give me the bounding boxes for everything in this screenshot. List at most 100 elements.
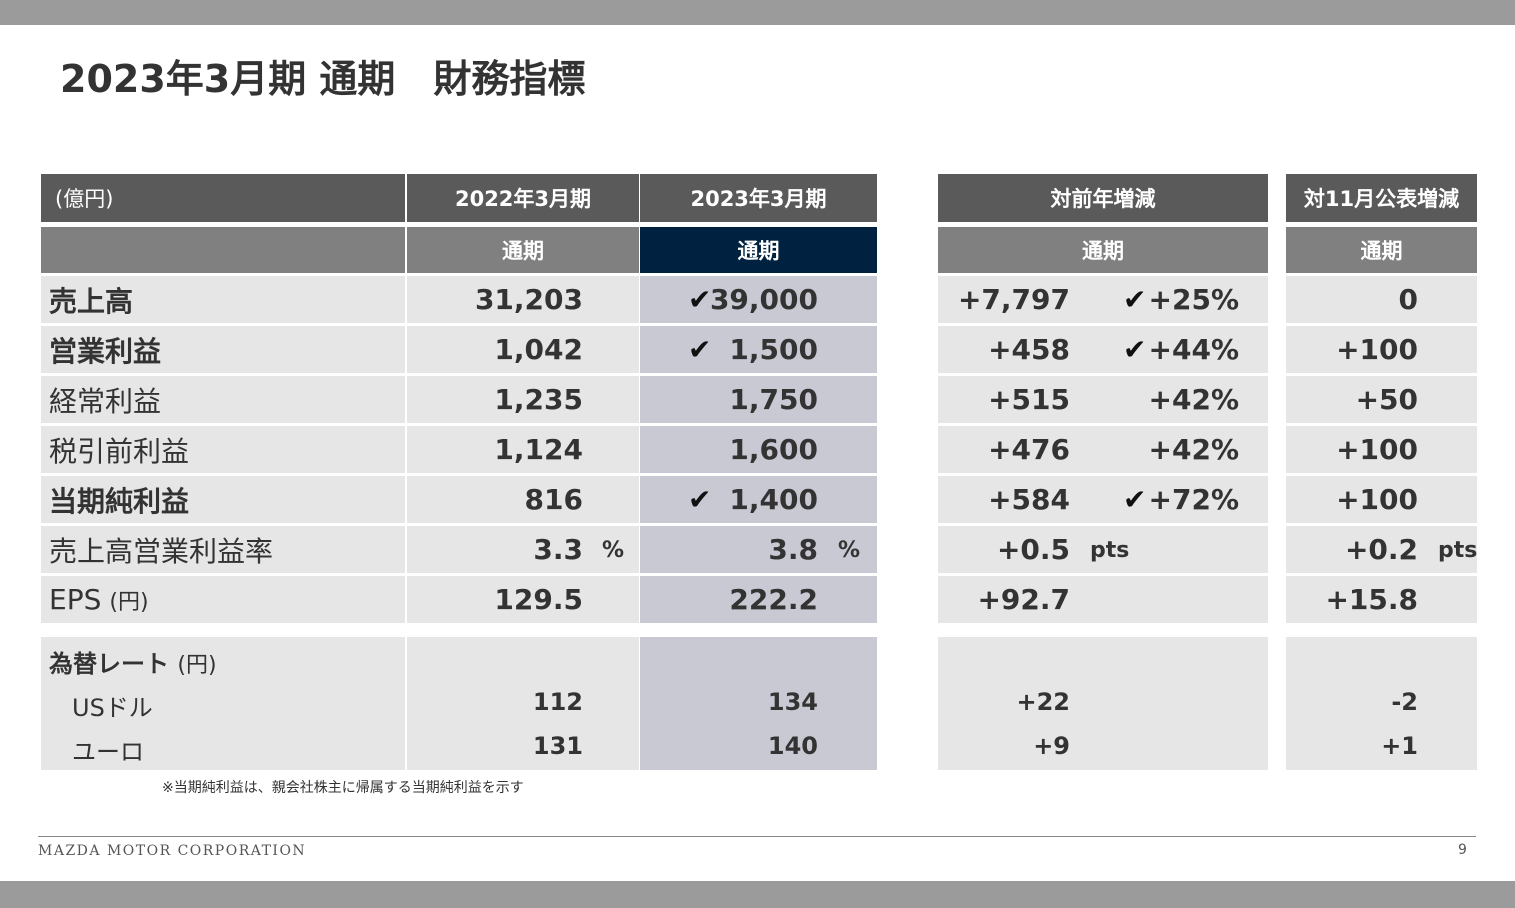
vs-nov-cell [1286,376,1477,423]
vs-nov-cell [1286,426,1477,473]
page-title: 2023年3月期 通期 財務指標 [60,57,586,101]
yoy-cell [938,526,1268,573]
fy2022-cell [407,476,639,523]
top-bar [0,0,1515,25]
vs-nov-value: +100 [1336,483,1418,516]
yoy-pct-value: +42% [1148,433,1239,466]
fy2022-value: 1,042 [494,333,583,366]
subheader-vs-nov: 通期 [1286,227,1477,273]
footer-divider [38,836,1476,837]
yoy-abs-value: +476 [988,433,1070,466]
header-vs-nov: 対11月公表増減 [1286,174,1477,222]
unit-label: (億円) [55,187,114,211]
fy2023-value: 222.2 [729,583,818,616]
row-label-cell: 経常利益 [41,376,405,423]
vs-nov-value: 0 [1398,283,1418,316]
fx-yoy-value: +22 [1016,688,1070,716]
fx-fy2022-value: 131 [532,732,583,760]
fy2023-value: 1,400 [729,483,818,516]
check-icon: ✔ [688,333,712,366]
subheader-label: 通期 [502,239,544,263]
fy2022-value: 31,203 [474,283,583,316]
row-label: 売上高 [49,284,134,318]
yoy-abs-value: +7,797 [957,283,1070,316]
bottom-bar [0,881,1515,908]
vs-nov-value: +15.8 [1325,583,1418,616]
fx-vs-nov-value: -2 [1391,688,1418,716]
vs-nov-cell [1286,476,1477,523]
row-label-cell: 当期純利益 [41,476,405,523]
subheader-label: 通期 [1360,239,1403,263]
fy2022-value: 3.3 [533,533,583,566]
yoy-pct-value: +42% [1148,383,1239,416]
yoy-pct-value: +72% [1148,483,1239,516]
header-fy2023-label: 2023年3月期 [690,187,827,211]
vs-nov-cell [1286,576,1477,623]
fx-yoy-value: +9 [1033,732,1070,760]
row-label: 営業利益 [49,334,162,368]
fy2023-cell [640,326,877,373]
yoy-abs-value: +584 [988,483,1070,516]
fy2022-cell [407,526,639,573]
fy2022-cell [407,326,639,373]
vs-nov-value: +100 [1336,333,1418,366]
row-label-cell: EPS (円) [41,576,405,623]
fy2022-value: 816 [524,483,583,516]
fy2022-value: 1,124 [494,433,583,466]
fx-fy2023-cell [640,637,877,770]
check-icon: ✔ [688,283,712,316]
vs-nov-value: +100 [1336,433,1418,466]
fx-nov-cell [1286,637,1477,770]
yoy-cell [938,326,1268,373]
fy2023-cell [640,526,877,573]
subheader-label: 通期 [737,239,780,263]
fx-fy2023-value: 140 [767,732,818,760]
vs-nov-cell [1286,526,1477,573]
row-label-cell: 売上高 [41,276,405,323]
fy2023-cell [640,426,877,473]
page-number: 9 [1458,842,1467,858]
header-yoy: 対前年増減 [938,174,1268,222]
fy2022-cell [407,426,639,473]
fy2022-value: 129.5 [494,583,583,616]
row-label: 税引前利益 [49,434,190,468]
fy2023-cell [640,276,877,323]
subheader-label: 通期 [1082,239,1124,263]
check-icon: ✔ [1123,483,1147,516]
fy2023-value: 1,500 [729,333,818,366]
fy2023-value: 39,000 [709,283,818,316]
vs-nov-cell [1286,276,1477,323]
header-vs-nov-label: 対11月公表増減 [1303,187,1460,211]
header-fy2023: 2023年3月期 [640,174,877,222]
row-label: 経常利益 [49,384,162,418]
check-icon: ✔ [1123,283,1147,316]
row-label-cell: 税引前利益 [41,426,405,473]
row-label: EPS [49,583,102,616]
fx-yoy-cell [938,637,1268,770]
check-icon: ✔ [688,483,712,516]
fx-title: 為替レート (円) [49,644,217,679]
row-label: 売上高営業利益率 [49,534,274,568]
yoy-unit: pts [1090,538,1130,563]
company-name: MAZDA MOTOR CORPORATION [38,843,307,859]
subheader-fy2023: 通期 [640,227,877,273]
fx-label-cell [41,637,405,770]
fx-title-suffix: (円) [177,653,217,678]
check-icon: ✔ [1123,333,1147,366]
yoy-abs-value: +0.5 [996,533,1070,566]
yoy-pct-value: +44% [1148,333,1239,366]
fy2023-cell [640,576,877,623]
fy2023-value: 3.8 [768,533,818,566]
yoy-pct-value: +25% [1148,283,1239,316]
yoy-abs-value: +515 [988,383,1070,416]
fx-fy2023-value: 134 [767,688,818,716]
fy2023-value: 1,750 [729,383,818,416]
fy2023-unit: % [838,538,861,563]
vs-nov-unit: pts [1438,538,1478,563]
header-fy2022: 2022年3月期 [407,174,639,222]
fy2022-unit: % [602,538,625,563]
yoy-abs-value: +92.7 [977,583,1070,616]
yoy-cell [938,376,1268,423]
yoy-abs-value: +458 [988,333,1070,366]
subheader-blank [41,227,405,273]
